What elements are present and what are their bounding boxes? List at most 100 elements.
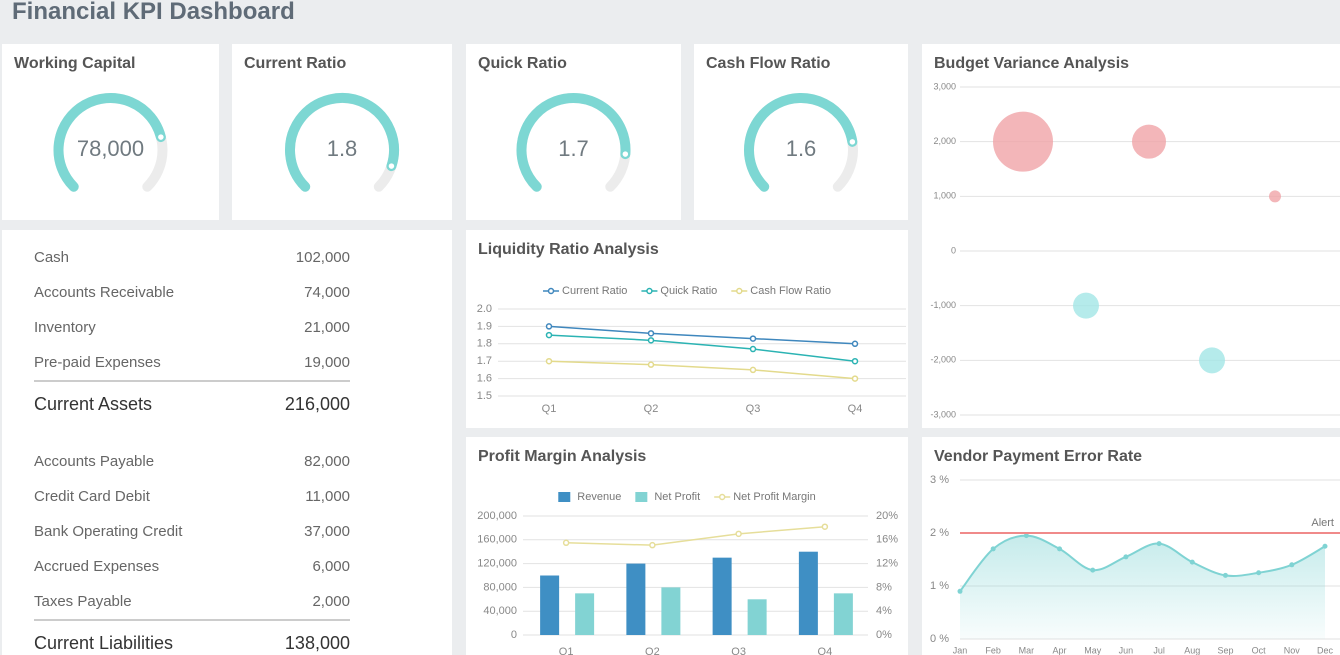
row-value: 11,000: [305, 488, 350, 505]
y-tick-label: 120,000: [477, 558, 517, 570]
panel-title: Working Capital: [14, 55, 136, 72]
point: [851, 340, 859, 348]
x-tick-label: Q2: [645, 646, 660, 655]
y-tick-label: -3,000: [930, 409, 956, 419]
gauge-panel: Quick Ratio 1.7: [466, 44, 681, 220]
point: [821, 523, 829, 530]
y-tick-label: 3 %: [930, 474, 949, 486]
point: [1322, 543, 1328, 549]
point: [1189, 559, 1195, 565]
point: [749, 335, 757, 342]
bar: [626, 563, 646, 635]
gauge-panel: Current Ratio 1.8: [232, 44, 452, 220]
y-tick-label: 1.5: [477, 390, 492, 402]
row-label: Accounts Payable: [34, 453, 154, 470]
row-label: Inventory: [34, 319, 96, 336]
x-tick-label: Feb: [985, 645, 1001, 655]
row-label: Taxes Payable: [34, 593, 132, 610]
point: [647, 330, 655, 337]
gauge-value-label: 1.8: [327, 136, 358, 161]
row-value: 37,000: [304, 523, 350, 540]
bubble-panel: Budget Variance Analysis -3,000 -2,000 -1,0…: [922, 44, 1340, 428]
row-value: 21,000: [304, 319, 350, 336]
bar-panel: Profit Margin Analysis 0 40,000 80,000 120,0…: [466, 437, 908, 655]
y-tick-label: 0%: [876, 629, 892, 641]
gauge-value-label: 1.7: [558, 136, 589, 161]
gauge-value: [516, 93, 631, 192]
legend-icon: [547, 287, 555, 295]
bar: [712, 557, 732, 635]
row-label: Bank Operating Credit: [34, 523, 183, 540]
legend: Current Ratio Quick Ratio Cash Flow Ratio: [543, 285, 831, 297]
panel-title: Profit Margin Analysis: [478, 448, 646, 465]
series-line: [959, 534, 1326, 592]
point: [990, 546, 996, 552]
point: [545, 357, 553, 365]
point: [1289, 562, 1295, 568]
x-tick-label: Oct: [1252, 645, 1267, 655]
legend-label: Net Profit: [654, 491, 700, 503]
row-value: 2,000: [312, 593, 350, 610]
row-label: Accounts Receivable: [34, 284, 174, 301]
bar: [661, 587, 681, 635]
point: [545, 323, 553, 330]
line-panel: Liquidity Ratio Analysis 1.5 1.6 1.7 1.8 1.9 2…: [466, 230, 908, 428]
x-tick-label: Q4: [818, 646, 833, 655]
panel-title: Quick Ratio: [478, 55, 567, 72]
gauge-pointer: [156, 132, 166, 142]
y-tick-label: -1,000: [930, 300, 956, 310]
y-tick-label: 40,000: [483, 605, 517, 617]
row-value: 6,000: [312, 558, 350, 575]
gauge-value: [744, 93, 858, 192]
row-value: 19,000: [304, 354, 350, 371]
legend-label: Revenue: [577, 491, 621, 503]
point: [1057, 546, 1063, 552]
bubble: [1073, 292, 1099, 319]
legend-icon: [736, 287, 743, 295]
total-value: 138,000: [285, 633, 350, 653]
legend-icon: [635, 492, 648, 502]
y-tick-label: 1,000: [933, 191, 956, 201]
y-tick-label: 0 %: [930, 633, 949, 645]
x-tick-label: Aug: [1184, 645, 1200, 655]
y-tick-label: 1.9: [477, 320, 492, 332]
total-label: Current Assets: [34, 394, 152, 414]
x-tick-label: Q1: [559, 646, 574, 655]
point: [957, 588, 963, 594]
gauge-pointer: [621, 149, 630, 159]
x-tick-label: Sep: [1217, 645, 1233, 655]
series-line: [548, 334, 856, 362]
legend-icon: [646, 287, 653, 295]
y-tick-label: 0: [511, 629, 517, 641]
point: [1123, 554, 1129, 560]
y-tick-label: 12%: [876, 558, 898, 570]
point: [1222, 572, 1228, 578]
point: [1256, 570, 1262, 576]
y-tick-label: 80,000: [483, 581, 517, 593]
y-tick-label: 4%: [876, 605, 892, 617]
gauge-value-label: 1.6: [786, 136, 817, 161]
alert-label: Alert: [1311, 517, 1334, 529]
bar: [540, 575, 560, 635]
x-tick-label: Q4: [848, 403, 863, 415]
y-tick-label: 3,000: [933, 81, 956, 91]
x-tick-label: Q1: [542, 403, 557, 415]
gauge-value: [285, 93, 399, 192]
point: [851, 375, 859, 382]
legend-label: Current Ratio: [562, 285, 627, 297]
y-tick-label: 0: [951, 245, 956, 255]
point: [1090, 567, 1096, 573]
y-tick-label: 2 %: [930, 527, 949, 539]
row-value: 82,000: [304, 453, 350, 470]
y-tick-label: 1.7: [477, 355, 492, 367]
x-tick-label: May: [1084, 645, 1102, 655]
series-line: [548, 360, 856, 380]
bar: [798, 551, 818, 635]
point: [562, 539, 570, 547]
row-value: 74,000: [304, 284, 350, 301]
y-tick-label: 1.6: [477, 373, 492, 385]
y-tick-label: 1.8: [477, 338, 492, 350]
y-tick-label: 8%: [876, 581, 892, 593]
bubble: [1132, 124, 1166, 159]
